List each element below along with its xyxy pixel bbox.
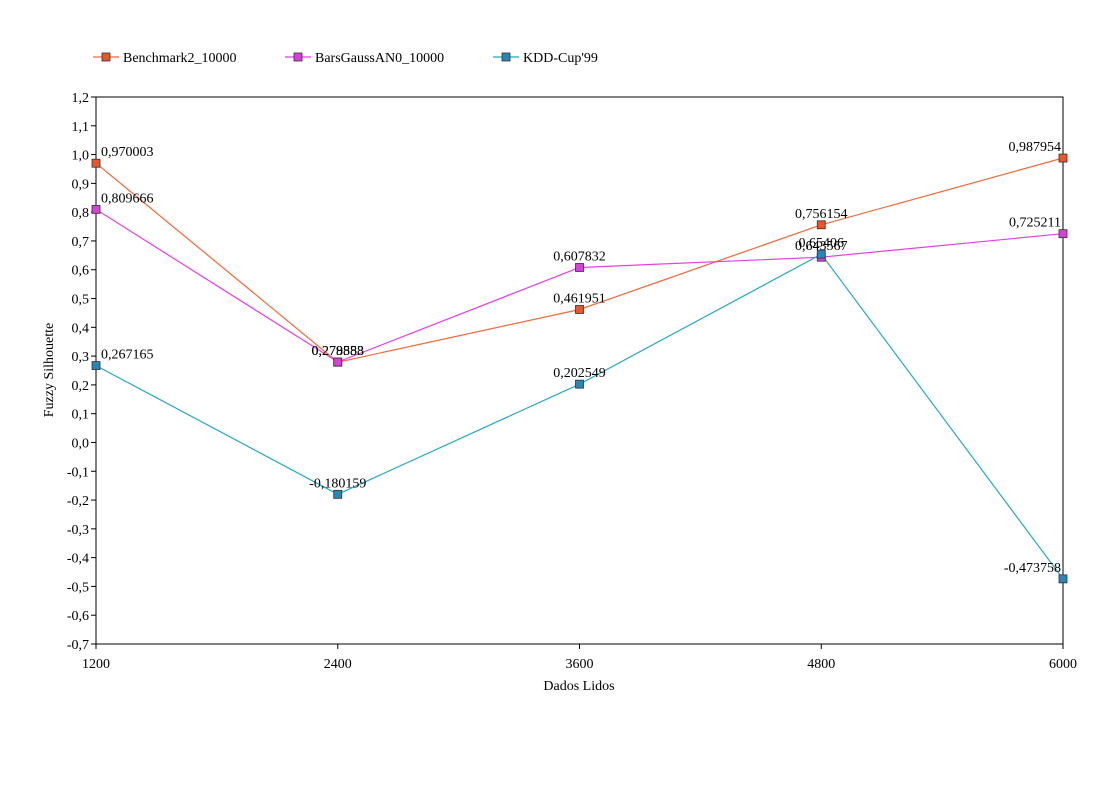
x-tick-label: 6000 bbox=[1049, 657, 1077, 672]
y-tick-label: -0,1 bbox=[67, 465, 89, 480]
data-label: 0,267165 bbox=[101, 348, 154, 363]
data-point bbox=[1058, 229, 1068, 239]
y-tick-label: 0,0 bbox=[72, 436, 90, 451]
data-label: 0,279583 bbox=[312, 344, 365, 359]
y-tick-label: 1,1 bbox=[72, 120, 90, 135]
data-label: 0,809666 bbox=[101, 191, 154, 206]
y-tick-label: 0,1 bbox=[72, 408, 90, 423]
legend-marker bbox=[101, 52, 111, 62]
data-label: 0,987954 bbox=[1009, 140, 1062, 155]
data-label: 0,643567 bbox=[795, 239, 848, 254]
x-axis-title: Dados Lidos bbox=[543, 679, 614, 694]
data-point bbox=[575, 263, 584, 272]
y-tick-label: 0,8 bbox=[72, 206, 90, 221]
legend-marker bbox=[501, 52, 511, 62]
y-tick-label: 0,3 bbox=[72, 350, 90, 365]
y-tick-label: 0,5 bbox=[72, 293, 90, 308]
data-point bbox=[91, 361, 101, 370]
data-point bbox=[575, 305, 584, 314]
y-tick-label: -0,3 bbox=[67, 523, 89, 538]
series-layer bbox=[91, 153, 1068, 584]
legend-label: Benchmark2_10000 bbox=[123, 51, 237, 66]
data-label: -0,180159 bbox=[309, 476, 366, 491]
data-point bbox=[333, 489, 343, 499]
data-point bbox=[1058, 574, 1068, 584]
data-label: 0,202549 bbox=[553, 366, 606, 381]
data-label: 0,725211 bbox=[1009, 216, 1061, 231]
legend-item: BarsGaussAN0_10000 bbox=[285, 51, 444, 66]
y-tick-label: 0,9 bbox=[72, 177, 90, 192]
data-label: 0,461951 bbox=[553, 291, 606, 306]
y-tick-label: -0,5 bbox=[67, 580, 89, 595]
data-label: 0,607832 bbox=[553, 249, 606, 264]
legend-marker bbox=[293, 52, 303, 62]
y-tick-label: 1,0 bbox=[72, 149, 90, 164]
data-point bbox=[91, 204, 101, 214]
y-tick-label: -0,2 bbox=[67, 494, 89, 509]
data-point bbox=[1058, 153, 1068, 163]
legend: Benchmark2_10000 BarsGaussAN0_10000 KDD-Cu… bbox=[93, 51, 598, 66]
data-label: 0,970003 bbox=[101, 145, 154, 160]
legend-item: KDD-Cup'99 bbox=[493, 51, 598, 66]
legend-item: Benchmark2_10000 bbox=[93, 51, 237, 66]
legend-label: KDD-Cup'99 bbox=[523, 51, 598, 66]
y-tick-label: -0,6 bbox=[67, 609, 89, 624]
series-line-2 bbox=[95, 208, 1064, 363]
data-label: -0,473758 bbox=[1004, 561, 1061, 576]
data-label: 0,65406 bbox=[799, 236, 845, 251]
x-axis: 1200 2400 3600 4800 6000 bbox=[82, 644, 1077, 672]
x-tick-label: 1200 bbox=[82, 657, 110, 672]
y-tick-label: 0,2 bbox=[72, 379, 90, 394]
legend-label: BarsGaussAN0_10000 bbox=[315, 51, 444, 66]
x-tick-label: 4800 bbox=[807, 657, 835, 672]
data-point bbox=[91, 158, 101, 168]
x-tick-label: 3600 bbox=[566, 657, 594, 672]
y-tick-label: 0,6 bbox=[72, 264, 90, 279]
data-labels: 0,970003 0,278858 0,461951 0,756154 0,987954… bbox=[101, 140, 1061, 576]
y-axis-title: Fuzzy Silhouette bbox=[42, 323, 57, 418]
y-tick-label: -0,4 bbox=[67, 552, 89, 567]
data-point bbox=[816, 220, 826, 230]
data-point bbox=[333, 357, 343, 367]
data-label: 0,278858 bbox=[312, 344, 365, 359]
x-tick-label: 2400 bbox=[324, 657, 352, 672]
y-tick-label: 0,4 bbox=[72, 321, 90, 336]
data-label: 0,756154 bbox=[795, 207, 848, 222]
y-tick-label: -0,7 bbox=[67, 638, 89, 653]
y-axis: 1,2 1,1 1,0 0,9 0,8 0,7 0,6 0,5 0,4 0,3 0,2 0,1 0,0 -… bbox=[67, 91, 96, 653]
y-tick-label: 0,7 bbox=[72, 235, 90, 250]
y-tick-label: 1,2 bbox=[72, 91, 90, 106]
data-point bbox=[816, 249, 826, 259]
data-point bbox=[575, 379, 584, 389]
